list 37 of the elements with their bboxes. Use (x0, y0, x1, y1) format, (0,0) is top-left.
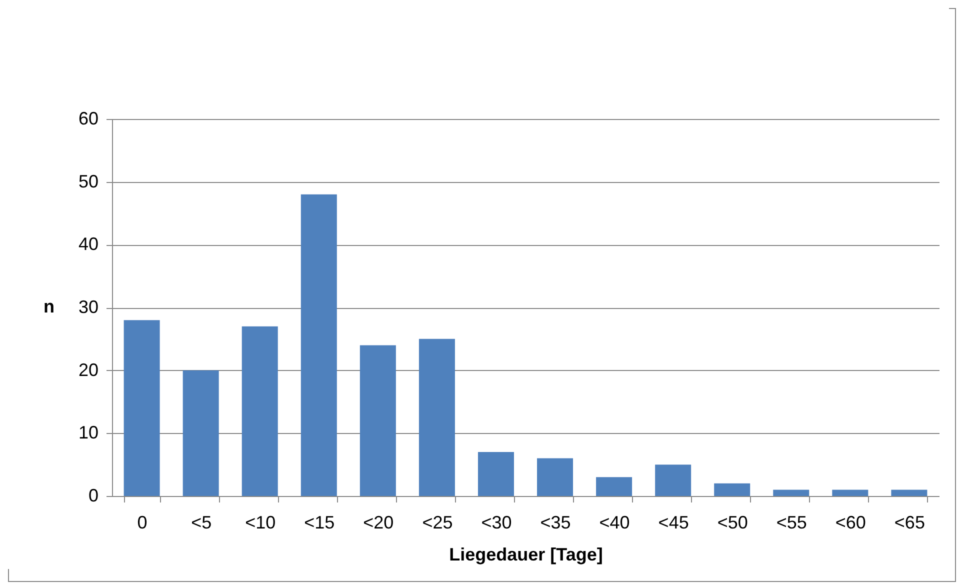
bar (773, 490, 810, 496)
x-tick-label: <50 (717, 512, 748, 532)
y-tick-label: 40 (78, 234, 98, 254)
bar (714, 483, 750, 496)
bar (596, 477, 632, 496)
x-tick-label: <5 (191, 512, 212, 532)
y-tick-label: 20 (78, 360, 98, 380)
bar (655, 464, 692, 496)
x-tick-label: <35 (540, 512, 571, 532)
bar (891, 490, 928, 496)
x-tick-label: <55 (776, 512, 807, 532)
x-tick-label: <60 (835, 512, 866, 532)
x-tick-label: <25 (422, 512, 453, 532)
y-tick-label: 10 (78, 422, 98, 443)
bar (300, 194, 337, 496)
x-tick-label: <15 (304, 512, 335, 532)
x-axis-title: Liegedauer [Tage] (449, 544, 603, 564)
y-tick-label: 0 (88, 486, 98, 506)
x-tick-label: <40 (599, 512, 630, 532)
x-tick-label: <65 (894, 512, 925, 532)
bar (418, 338, 455, 496)
x-tick-label: <10 (245, 512, 276, 532)
bar (537, 458, 574, 496)
y-tick-label: 50 (78, 171, 98, 192)
bar (182, 370, 219, 496)
x-tick-label: 0 (137, 512, 148, 532)
y-axis-title: n (44, 296, 54, 316)
y-tick-label: 60 (78, 108, 98, 128)
x-tick-label: <45 (658, 512, 689, 532)
y-tick-label: 30 (78, 297, 98, 317)
bar (360, 345, 396, 496)
x-tick-label: <30 (481, 512, 512, 532)
bar (242, 326, 278, 496)
x-tick-label: <20 (363, 512, 394, 532)
bar (832, 490, 868, 496)
bar (124, 320, 160, 496)
bar (478, 452, 514, 496)
